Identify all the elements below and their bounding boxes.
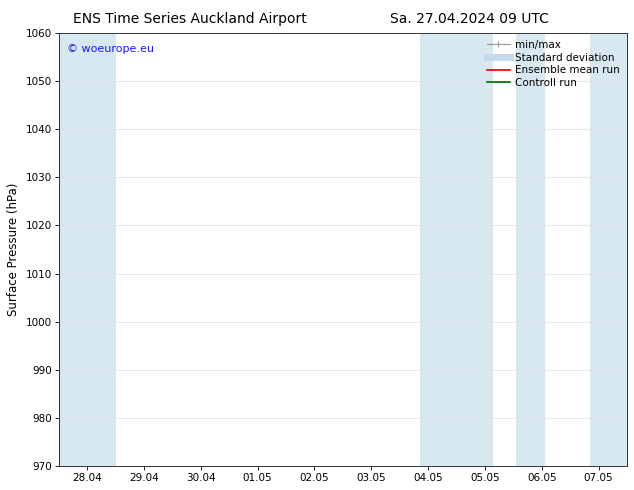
Y-axis label: Surface Pressure (hPa): Surface Pressure (hPa) — [7, 183, 20, 316]
Text: ENS Time Series Auckland Airport: ENS Time Series Auckland Airport — [74, 12, 307, 26]
Legend: min/max, Standard deviation, Ensemble mean run, Controll run: min/max, Standard deviation, Ensemble me… — [485, 38, 622, 90]
Bar — [420, 33, 493, 466]
Bar — [59, 33, 115, 466]
Text: © woeurope.eu: © woeurope.eu — [67, 44, 154, 54]
Text: Sa. 27.04.2024 09 UTC: Sa. 27.04.2024 09 UTC — [390, 12, 548, 26]
Bar — [516, 33, 545, 466]
Bar — [590, 33, 627, 466]
